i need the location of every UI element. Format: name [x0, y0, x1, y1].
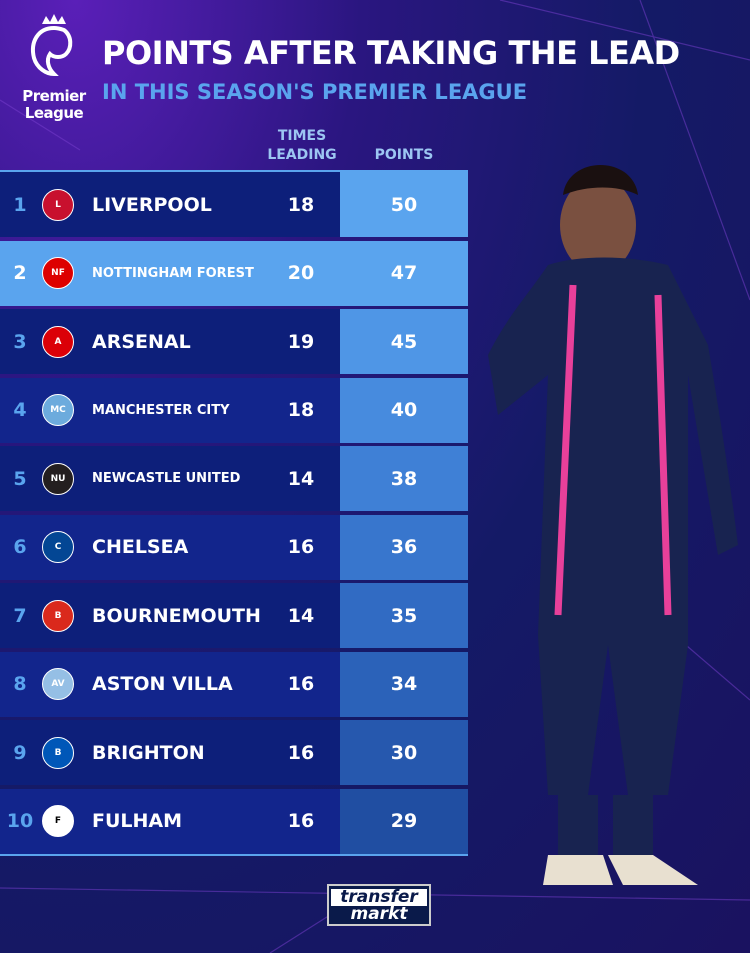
rank: 4 — [13, 399, 27, 421]
arsenal-crest-icon: A — [42, 325, 74, 358]
table-row: 6 C CHELSEA 16 36 — [0, 514, 468, 580]
brand-line1: transfer — [331, 889, 427, 906]
points-value: 34 — [340, 651, 468, 717]
bournemouth-crest-icon: B — [42, 599, 74, 632]
times-leading-value: 14 — [287, 467, 315, 490]
rank: 5 — [13, 467, 27, 490]
standings-table: 1 L LIVERPOOL 18 50 2 NF NOTTINGHAM FOREST 20 47 3… — [0, 170, 468, 856]
times-leading-value: 16 — [287, 810, 315, 832]
transfermarkt-logo: transfer markt — [327, 884, 431, 926]
points-value: 47 — [340, 240, 468, 306]
table-row: 7 B BOURNEMOUTH 14 35 — [0, 583, 468, 648]
times-leading-value: 16 — [287, 536, 315, 558]
points-value: 45 — [340, 309, 468, 374]
liverpool-crest-icon: L — [42, 188, 74, 221]
rank: 10 — [6, 810, 34, 832]
points-value: 36 — [340, 514, 468, 580]
team-name: BRIGHTON — [92, 741, 205, 764]
fulham-crest-icon: F — [42, 805, 74, 837]
table-row: 2 NF NOTTINGHAM FOREST 20 47 — [0, 240, 468, 306]
points-value: 50 — [340, 172, 468, 237]
points-value: 30 — [340, 720, 468, 785]
player-photo — [488, 165, 738, 885]
table-row: 10 F FULHAM 16 29 — [0, 788, 468, 854]
table-row: 1 L LIVERPOOL 18 50 — [0, 172, 468, 237]
column-header-points: POINTS — [374, 147, 434, 163]
column-header-times-leading: TIMES LEADING — [267, 128, 337, 163]
team-name: NOTTINGHAM FOREST — [92, 265, 254, 281]
rank: 2 — [13, 262, 27, 284]
lion-icon — [31, 14, 73, 77]
logo-text: Premier League — [22, 87, 86, 122]
chelsea-crest-icon: C — [42, 531, 74, 563]
rank: 9 — [13, 741, 27, 764]
team-name: LIVERPOOL — [92, 193, 212, 216]
rank: 1 — [13, 193, 27, 216]
rank: 6 — [13, 536, 27, 558]
newcastle-crest-icon: NU — [42, 462, 74, 495]
page-subtitle: IN THIS SEASON'S PREMIER LEAGUE — [102, 80, 528, 104]
times-leading-value: 14 — [287, 604, 315, 627]
times-leading-value: 18 — [287, 399, 315, 421]
manchester-city-crest-icon: MC — [42, 394, 74, 426]
team-name: MANCHESTER CITY — [92, 402, 230, 418]
points-value: 40 — [340, 377, 468, 443]
rank: 3 — [13, 330, 27, 353]
nottingham-forest-crest-icon: NF — [42, 257, 74, 289]
team-name: BOURNEMOUTH — [92, 604, 261, 627]
points-value: 35 — [340, 583, 468, 648]
brand-line2: markt — [350, 904, 408, 924]
table-row: 9 B BRIGHTON 16 30 — [0, 720, 468, 785]
rank: 7 — [13, 604, 27, 627]
times-leading-value: 16 — [287, 673, 315, 695]
team-name: ASTON VILLA — [92, 673, 233, 695]
table-row: 5 NU NEWCASTLE UNITED 14 38 — [0, 446, 468, 511]
team-name: CHELSEA — [92, 536, 189, 558]
aston-villa-crest-icon: AV — [42, 668, 74, 700]
team-name: ARSENAL — [92, 330, 191, 353]
table-row: 3 A ARSENAL 19 45 — [0, 309, 468, 374]
page-title: POINTS AFTER TAKING THE LEAD — [102, 34, 680, 72]
rank: 8 — [13, 673, 27, 695]
team-name: FULHAM — [92, 810, 183, 832]
premier-league-logo: Premier League — [18, 14, 90, 122]
points-value: 38 — [340, 446, 468, 511]
table-row: 4 MC MANCHESTER CITY 18 40 — [0, 377, 468, 443]
times-leading-value: 16 — [287, 741, 315, 764]
brighton-crest-icon: B — [42, 736, 74, 769]
points-value: 29 — [340, 788, 468, 854]
times-leading-value: 18 — [287, 193, 315, 216]
table-row: 8 AV ASTON VILLA 16 34 — [0, 651, 468, 717]
team-name: NEWCASTLE UNITED — [92, 471, 241, 486]
times-leading-value: 19 — [287, 330, 315, 353]
times-leading-value: 20 — [287, 262, 315, 284]
